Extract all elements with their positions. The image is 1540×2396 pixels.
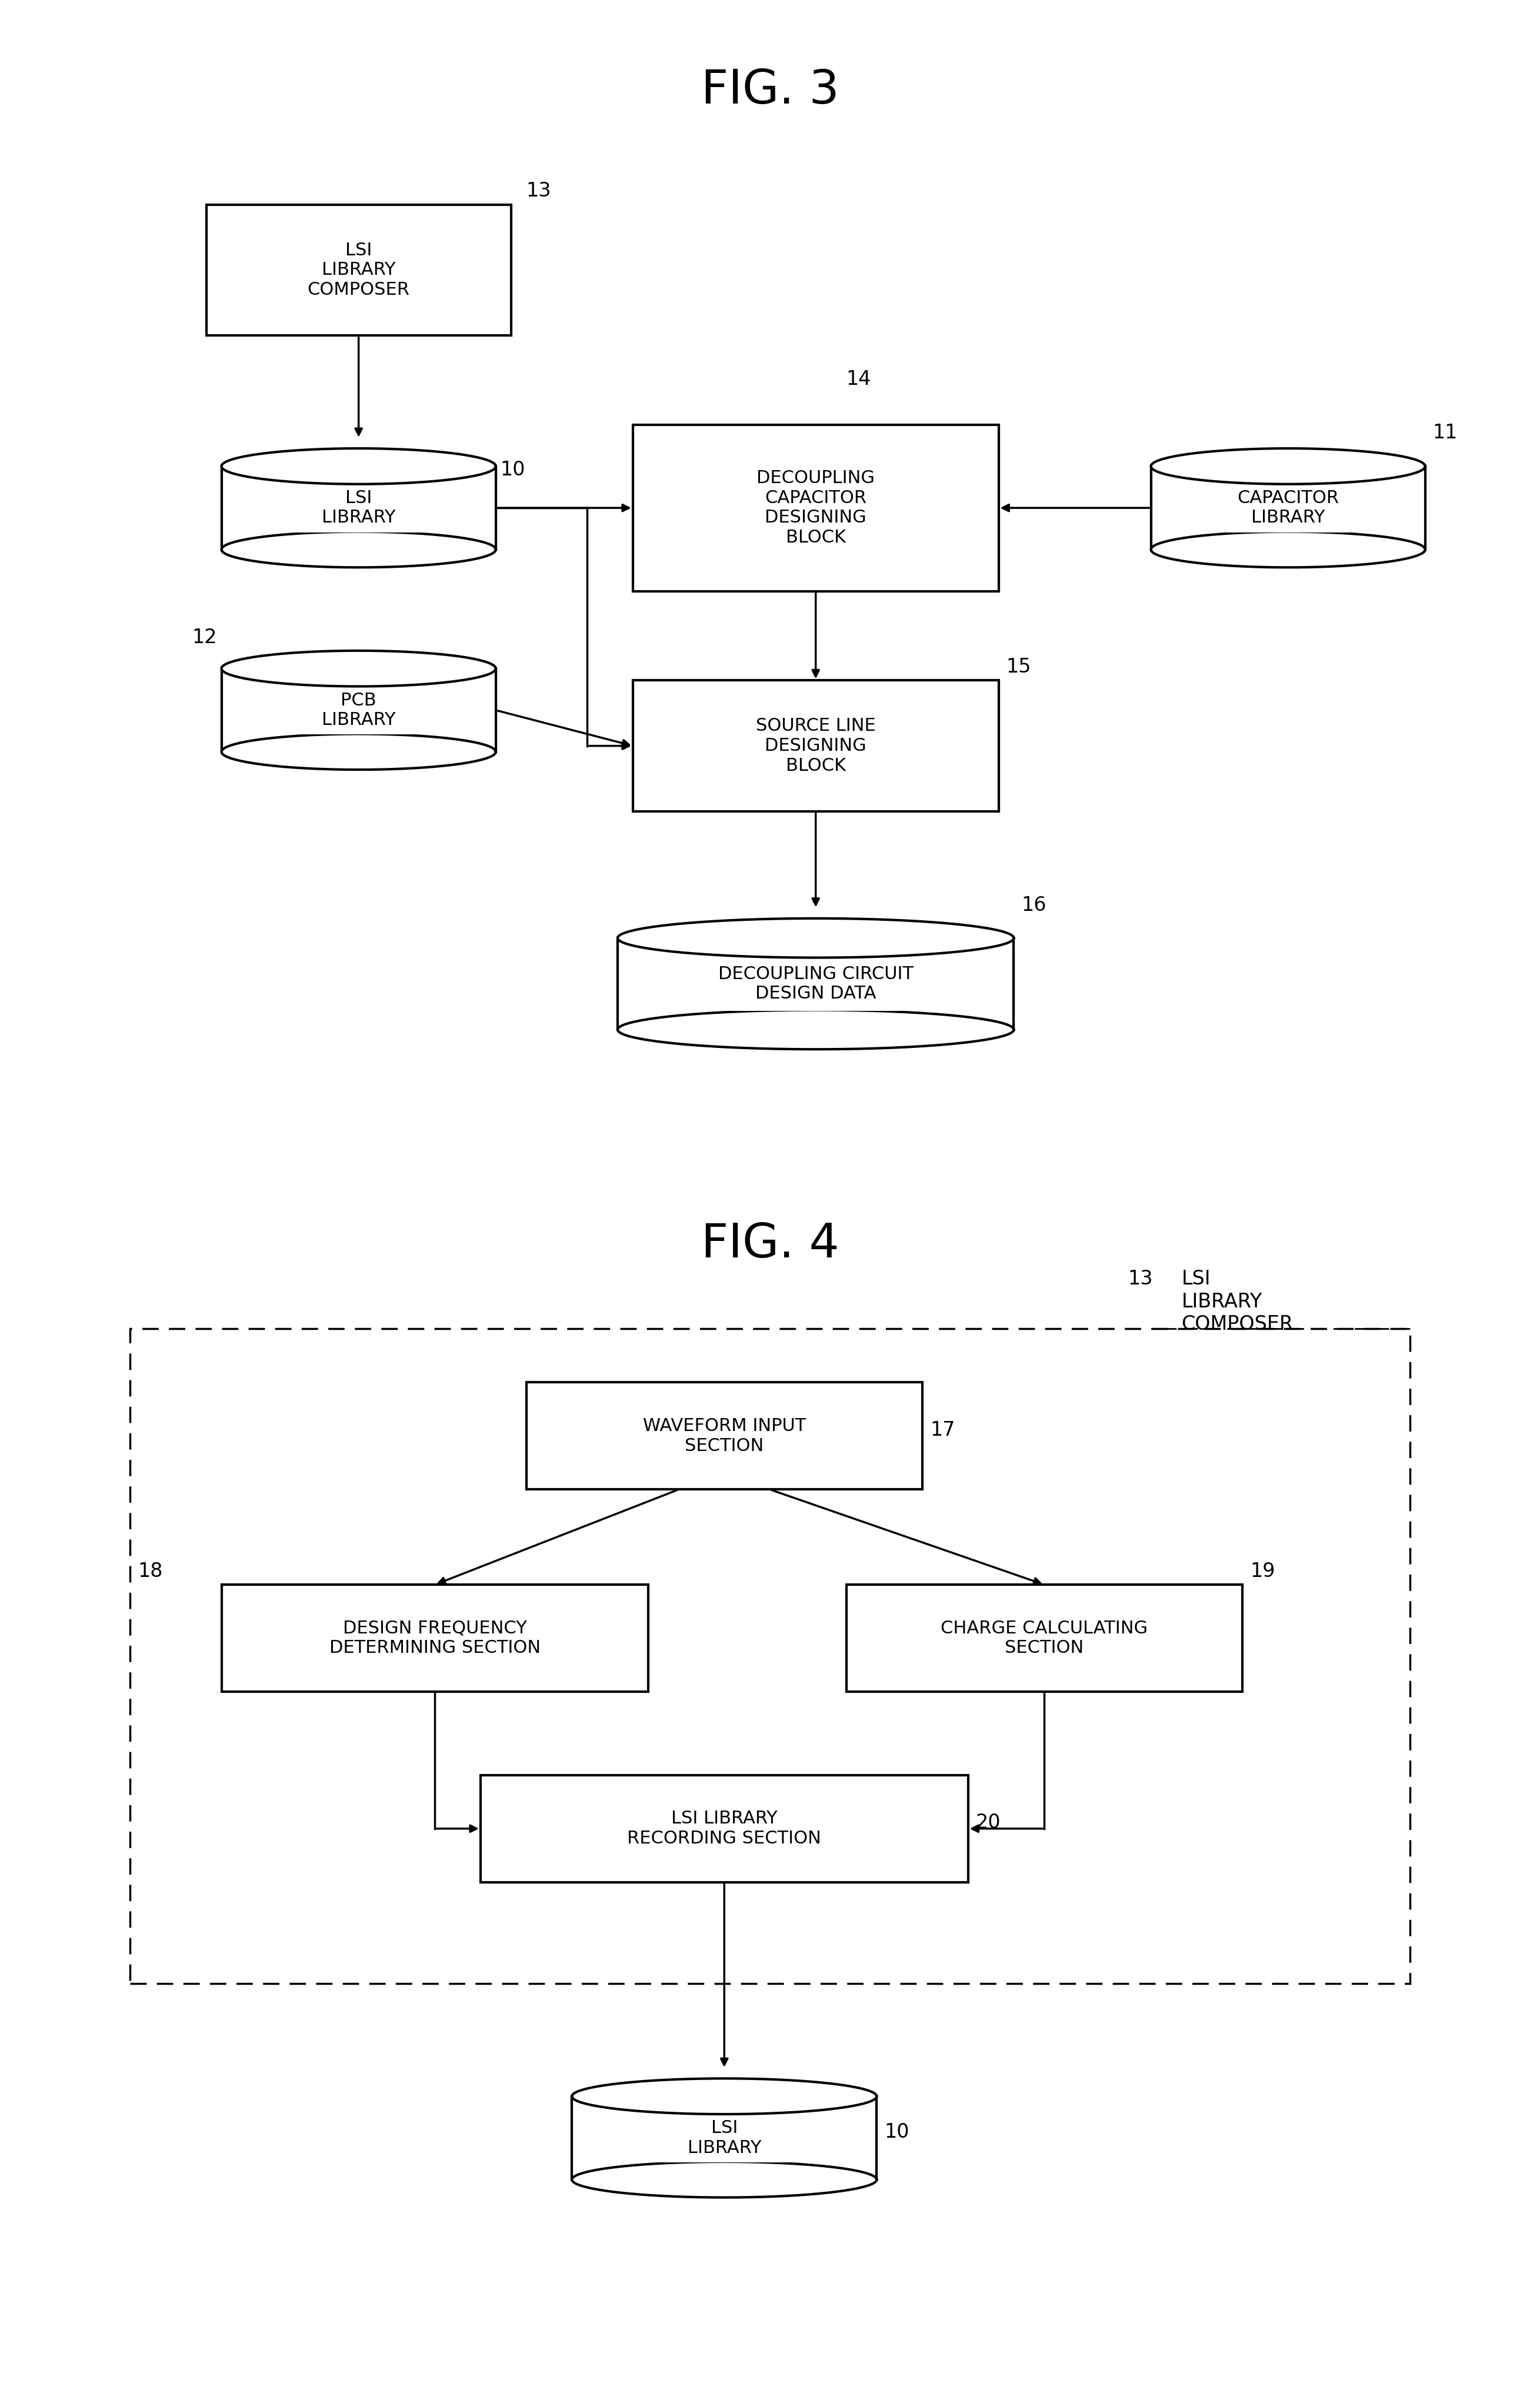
Polygon shape	[571, 2077, 876, 2113]
Text: 18: 18	[137, 1562, 163, 1581]
Text: 11: 11	[1432, 424, 1458, 443]
Bar	[222, 465, 496, 532]
Text: 10: 10	[501, 460, 525, 479]
Text: LSI
LIBRARY
COMPOSER: LSI LIBRARY COMPOSER	[1181, 1270, 1294, 1335]
Polygon shape	[618, 1011, 1013, 1049]
Text: 17: 17	[930, 1421, 955, 1440]
Polygon shape	[1150, 448, 1424, 484]
Polygon shape	[222, 532, 496, 568]
Text: 13: 13	[1129, 1270, 1153, 1289]
Polygon shape	[571, 2161, 876, 2197]
Text: FIG. 4: FIG. 4	[701, 1222, 839, 1267]
Text: CAPACITOR
LIBRARY: CAPACITOR LIBRARY	[1237, 489, 1338, 527]
Text: FIG. 3: FIG. 3	[701, 67, 839, 113]
Polygon shape	[222, 652, 496, 685]
Text: DECOUPLING
CAPACITOR
DESIGNING
BLOCK: DECOUPLING CAPACITOR DESIGNING BLOCK	[756, 470, 875, 546]
Bar	[222, 668, 496, 736]
Text: SOURCE LINE
DESIGNING
BLOCK: SOURCE LINE DESIGNING BLOCK	[756, 716, 876, 774]
Text: 10: 10	[884, 2123, 909, 2142]
Polygon shape	[1150, 532, 1424, 568]
Bar	[480, 1775, 969, 1883]
Bar	[129, 1330, 1411, 1984]
Text: 14: 14	[845, 369, 872, 388]
Text: 13: 13	[527, 182, 551, 201]
Text: PCB
LIBRARY: PCB LIBRARY	[322, 692, 396, 728]
Text: LSI
LIBRARY: LSI LIBRARY	[687, 2120, 761, 2156]
Bar	[1150, 465, 1424, 532]
Text: 16: 16	[1021, 896, 1046, 915]
Text: 20: 20	[976, 1814, 1001, 1833]
Text: 19: 19	[1250, 1562, 1275, 1581]
Text: 15: 15	[1006, 657, 1032, 676]
Text: LSI
LIBRARY: LSI LIBRARY	[322, 489, 396, 527]
Polygon shape	[222, 733, 496, 769]
Text: CHARGE CALCULATING
SECTION: CHARGE CALCULATING SECTION	[941, 1620, 1147, 1656]
Bar	[571, 2096, 876, 2161]
Text: 12: 12	[192, 628, 217, 647]
Bar	[845, 1584, 1243, 1692]
Bar	[618, 937, 1013, 1011]
Bar	[206, 204, 511, 335]
Polygon shape	[618, 918, 1013, 958]
Bar	[633, 680, 998, 812]
Text: LSI
LIBRARY
COMPOSER: LSI LIBRARY COMPOSER	[308, 242, 410, 297]
Polygon shape	[222, 448, 496, 484]
Bar	[633, 424, 998, 592]
Bar	[527, 1382, 922, 1490]
Text: WAVEFORM INPUT
SECTION: WAVEFORM INPUT SECTION	[642, 1418, 805, 1454]
Text: DESIGN FREQUENCY
DETERMINING SECTION: DESIGN FREQUENCY DETERMINING SECTION	[330, 1620, 541, 1656]
Text: DECOUPLING CIRCUIT
DESIGN DATA: DECOUPLING CIRCUIT DESIGN DATA	[718, 966, 913, 1002]
Text: LSI LIBRARY
RECORDING SECTION: LSI LIBRARY RECORDING SECTION	[627, 1811, 821, 1847]
Bar	[222, 1584, 648, 1692]
